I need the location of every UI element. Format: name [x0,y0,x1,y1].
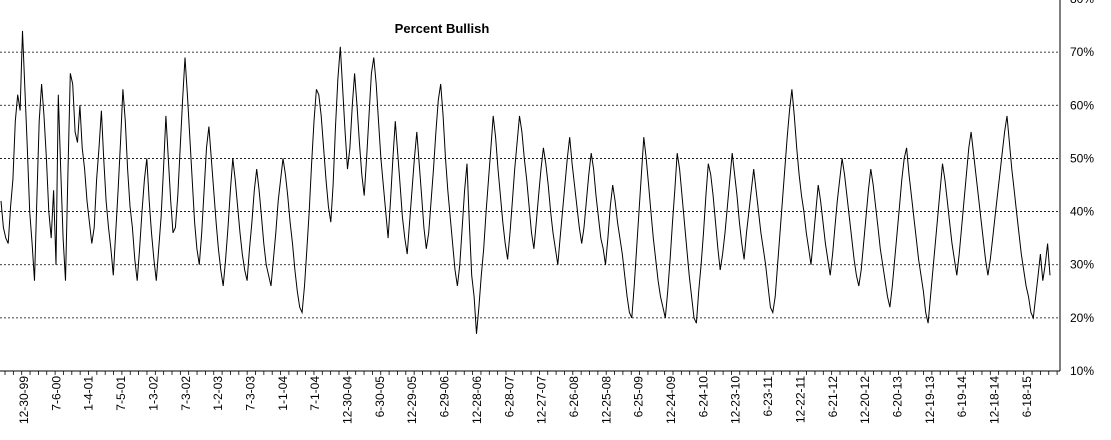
x-tick-label: 6-18-15 [1020,376,1034,418]
x-tick-label: 12-19-13 [923,376,937,424]
y-tick-label: 20% [1070,311,1094,325]
x-tick-label: 7-3-03 [244,376,258,411]
x-tick-label: 6-19-14 [955,376,969,418]
x-tick-label: 1-2-03 [211,376,225,411]
x-tick-label: 12-18-14 [988,376,1002,424]
y-tick-label: 10% [1070,364,1094,378]
series-line-percent-bullish [0,30,1051,334]
x-tick-label: 7-6-00 [49,376,63,411]
x-tick-label: 6-25-09 [632,376,646,418]
x-tick-label: 12-22-11 [793,376,807,423]
y-tick-label: 40% [1070,205,1094,219]
x-tick-label: 6-26-08 [567,376,581,418]
x-tick-label: 7-1-04 [308,376,322,411]
x-tick-label: 12-25-08 [599,376,613,424]
x-tick-label: 6-28-07 [502,376,516,418]
y-tick-labels: 10% 20% 30% 40% 50% 60% 70% 80% [1070,0,1094,378]
x-tick-label: 6-29-06 [438,376,452,418]
x-tick-label: 1-3-02 [146,376,160,411]
x-tick-label: 1-1-04 [276,376,290,411]
y-tick-label: 60% [1070,98,1094,112]
x-tick-label: 6-21-12 [826,376,840,418]
x-tick-label: 12-30-99 [17,376,31,424]
x-tick-label: 12-23-10 [729,376,743,424]
x-tick-label: 6-20-13 [891,376,905,418]
x-tick-label: 7-3-02 [179,376,193,411]
x-tick-label: 7-5-01 [114,376,128,411]
y-tick-label: 50% [1070,151,1094,165]
x-tick-label: 12-29-05 [405,376,419,424]
x-tick-label: 6-30-05 [373,376,387,418]
y-tick-label: 80% [1070,0,1094,6]
y-tick-label: 70% [1070,45,1094,59]
x-tick-label: 12-28-06 [470,376,484,424]
x-tick-label: 12-30-04 [341,376,355,424]
x-tick-label: 12-27-07 [535,376,549,424]
chart-title: Percent Bullish [395,21,490,36]
x-tick-label: 12-24-09 [664,376,678,424]
y-tick-label: 30% [1070,258,1094,272]
x-tick-label: 6-23-11 [761,376,775,417]
x-ticks: 12-30-99 7-6-00 1-4-01 7-5-01 1-3-02 7-3-02 1-… [4,371,1058,424]
x-tick-label: 12-20-12 [858,376,872,424]
x-tick-label: 1-4-01 [82,376,96,411]
x-tick-label: 6-24-10 [696,376,710,418]
